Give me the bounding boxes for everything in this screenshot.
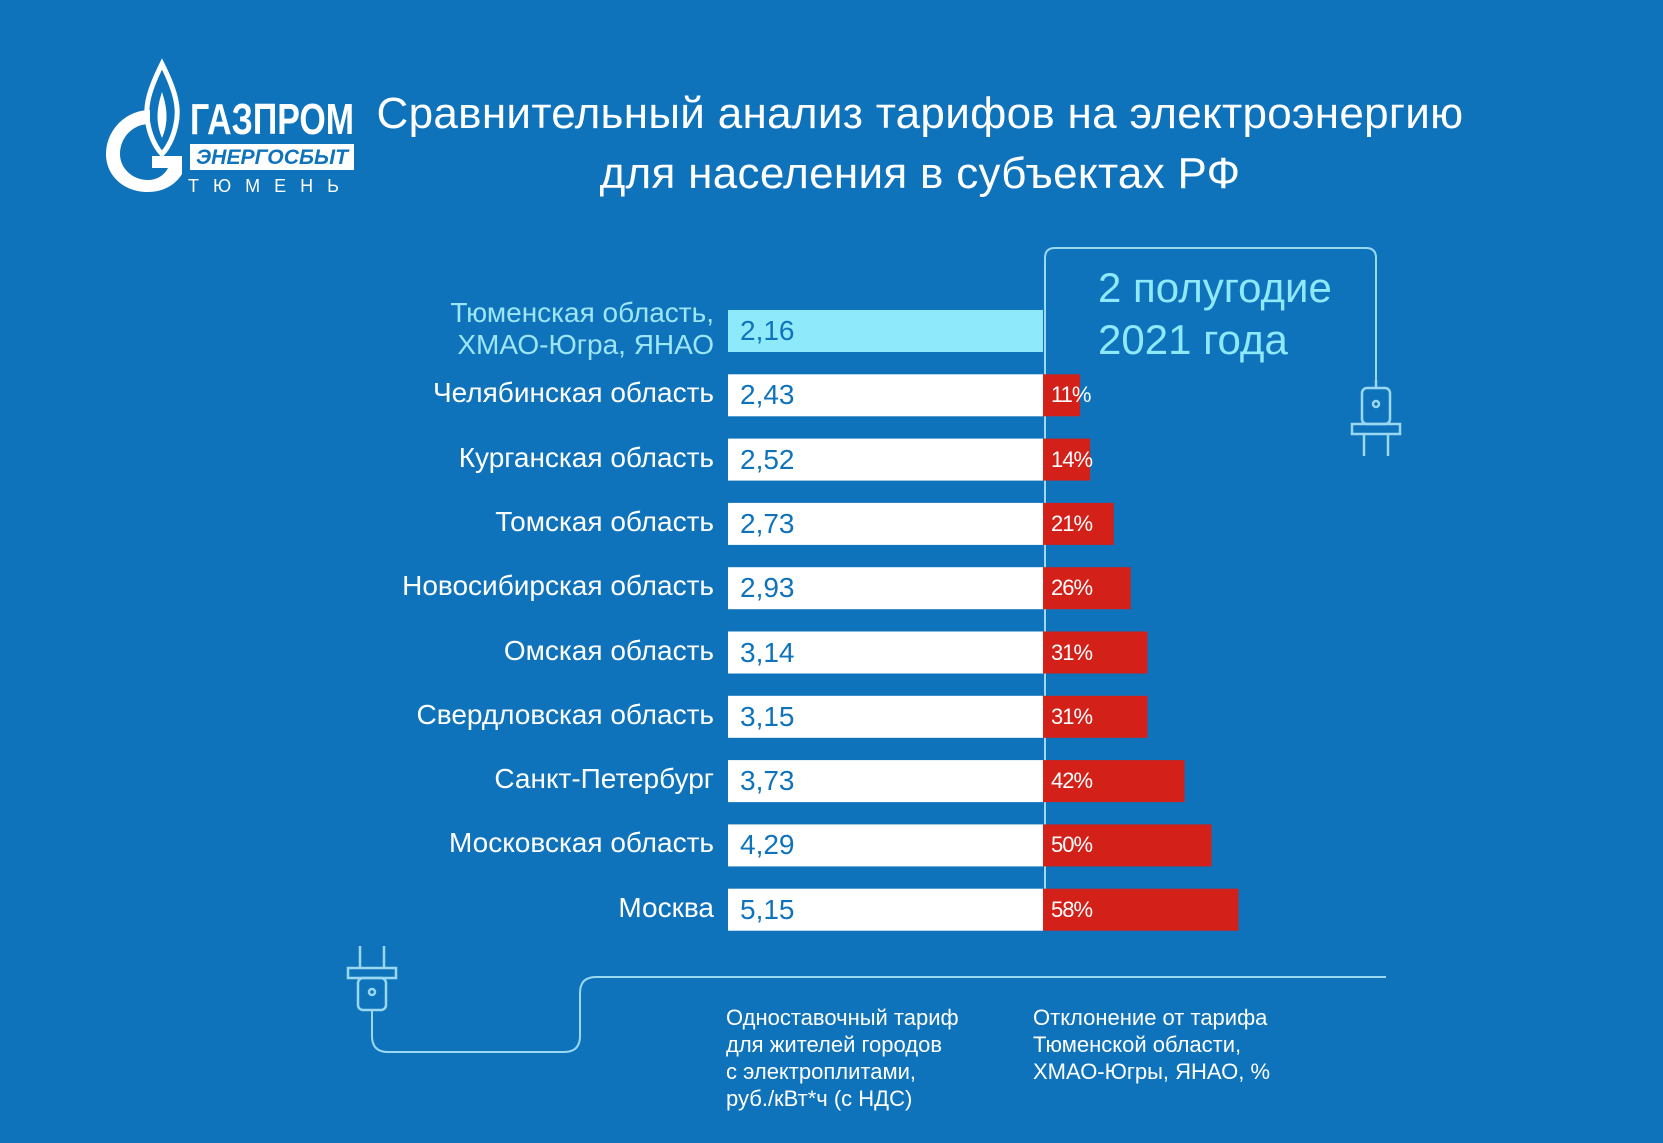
logo-city: ТЮМЕНЬ [188,176,353,196]
plug-icon [1350,380,1402,456]
deviation-bar [1043,438,1091,481]
tariff-bar [728,695,1043,738]
deviation-bar [1043,888,1239,931]
category-label: Курганская область [458,441,714,473]
category-label: Тюменская область, ХМАО-Югра, ЯНАО [450,297,714,360]
tariff-bar [728,374,1043,417]
tariff-bar [728,438,1043,481]
logo-sub: ЭНЕРГОСБЫТ [196,146,350,169]
flame-g-icon [106,58,182,192]
deviation-label: 31% [1051,703,1093,729]
deviation-label: 14% [1051,446,1093,472]
title-line-1: Сравнительный анализ тарифов на электроэ… [376,89,1464,138]
category-label: Новосибирская область [402,570,714,602]
tariff-value-label: 2,93 [740,572,795,604]
tariff-value-label: 2,16 [740,315,795,346]
plug-icon [346,946,398,1012]
logo-brand: ГАЗПРОМ [190,95,354,144]
category-label: Москва [618,891,714,923]
tariff-value-label: 3,15 [740,700,795,732]
logo-sub-bg [190,144,354,170]
deviation-bar [1043,695,1148,738]
deviation-label: 26% [1051,575,1093,601]
deviation-label: 21% [1051,510,1093,536]
page-title: Сравнительный анализ тарифов на электроэ… [300,84,1540,204]
category-label: Санкт-Петербург [494,763,714,795]
deviation-label: 50% [1051,832,1093,858]
period-line-2: 2021 года [1098,316,1288,363]
category-label: Омская область [503,634,714,666]
tariff-bar [728,760,1043,803]
category-label: Свердловская область [416,698,714,730]
tariff-value-label: 2,52 [740,443,795,475]
cable-line [371,976,1386,1053]
deviation-bar [1043,502,1114,545]
gazprom-logo: ГАЗПРОМ ЭНЕРГОСБЫТ ТЮМЕНЬ [106,58,354,196]
deviation-bar [1043,631,1148,674]
period-line-1: 2 полугодие [1098,264,1332,311]
deviation-label: 42% [1051,768,1093,794]
deviation-label: 31% [1051,639,1093,665]
deviation-bar [1043,567,1131,610]
deviation-bar [1043,824,1212,867]
tariff-value-label: 2,73 [740,507,795,539]
deviation-bar [1043,374,1081,417]
category-label: Челябинская область [433,377,714,409]
tariff-value-label: 2,43 [740,379,795,411]
tariff-bar [728,567,1043,610]
tariff-value-label: 3,73 [740,765,795,797]
tariff-value-label: 5,15 [740,893,795,925]
tariff-value-label: 4,29 [740,829,795,861]
tariff-value-label: 3,14 [740,636,795,668]
tariff-bar [728,502,1043,545]
legend-tariff: Одноставочный тариф для жителей городов с … [726,1005,959,1111]
title-line-2: для населения в субъектах РФ [599,149,1241,198]
deviation-bar [1043,760,1185,803]
period-label: 2 полугодие 2021 года [1098,262,1332,366]
tariff-bar [728,888,1043,931]
deviation-label: 58% [1051,896,1093,922]
period-frame-line [1044,247,1377,930]
tariff-bar [728,824,1043,867]
tariff-bar [728,310,1043,352]
tariff-bar [728,631,1043,674]
deviation-label: 11% [1051,382,1091,408]
legend-deviation: Отклонение от тарифа Тюменской области, ХМ… [1033,1005,1271,1084]
category-label: Московская область [449,827,714,859]
category-label: Томская область [495,505,714,537]
